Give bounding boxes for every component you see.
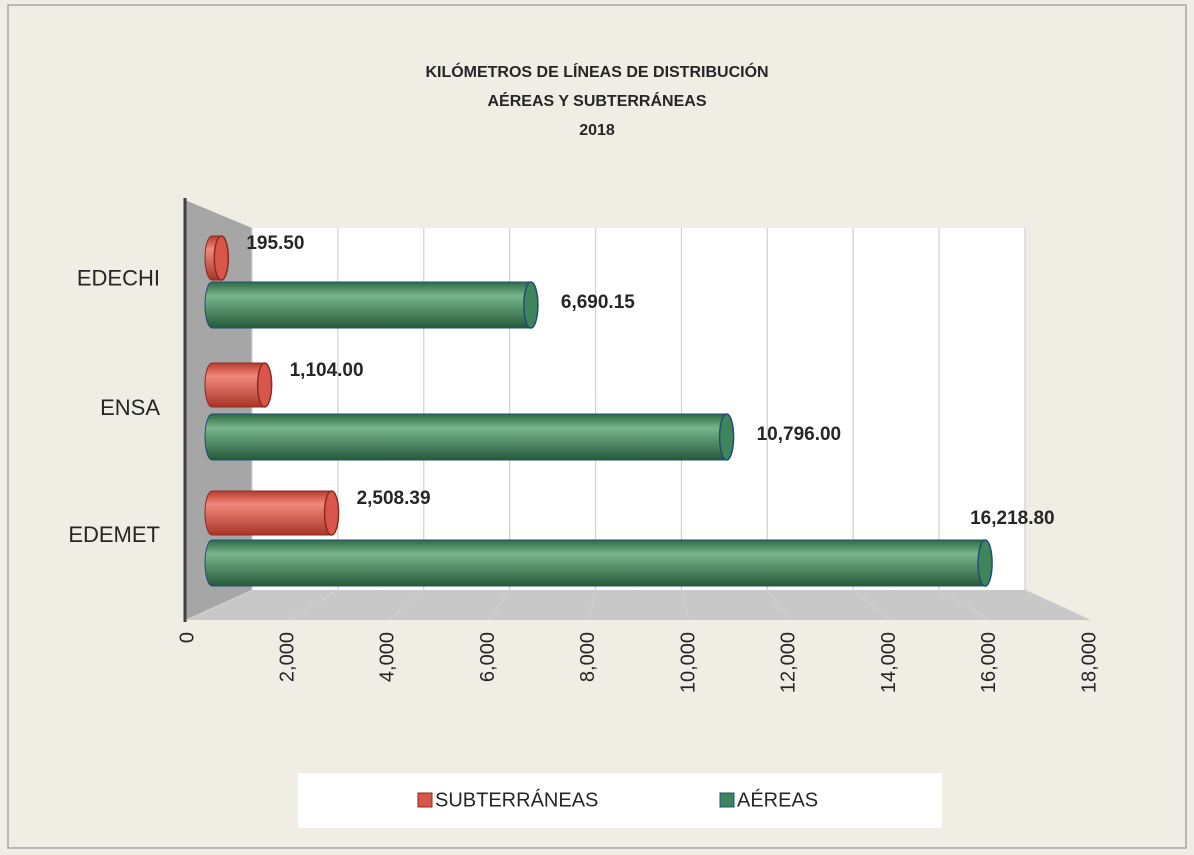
legend-label: SUBTERRÁNEAS: [435, 788, 598, 811]
bar-body: [204, 490, 333, 536]
floor: [185, 590, 1090, 620]
x-tick-label: 2,000: [277, 632, 299, 682]
chart-title: AÉREAS Y SUBTERRÁNEAS: [487, 91, 706, 110]
bar: [204, 362, 273, 408]
category-label: EDECHI: [77, 265, 160, 290]
bar: [204, 490, 340, 536]
value-label: 1,104.00: [290, 360, 364, 381]
grid-line: [766, 589, 790, 621]
legend-label: AÉREAS: [737, 788, 818, 811]
bar-cap: [977, 539, 993, 587]
bar-body: [204, 281, 532, 329]
value-label: 10,796.00: [757, 424, 842, 445]
legend-swatch: [417, 792, 433, 808]
grid-line: [287, 589, 339, 621]
grid-line: [388, 589, 425, 621]
value-label: 6,690.15: [561, 292, 635, 313]
category-label: EDEMET: [68, 522, 160, 547]
legend-swatch: [719, 792, 735, 808]
bar: [204, 413, 735, 461]
x-tick-label: 10,000: [677, 632, 699, 693]
x-tick-label: 4,000: [377, 632, 399, 682]
bar-cap: [213, 235, 230, 281]
grid-line: [680, 589, 690, 621]
x-tick-label: 16,000: [978, 632, 1000, 693]
value-label: 195.50: [246, 233, 304, 254]
bar-body: [204, 362, 266, 408]
bar: [204, 539, 993, 587]
bar-body: [204, 413, 728, 461]
grid-line: [938, 589, 991, 621]
bar-cap: [718, 413, 735, 461]
legend-box: [298, 773, 942, 828]
chart-title: KILÓMETROS DE LÍNEAS DE DISTRIBUCIÓN: [425, 62, 768, 81]
chart-border: [7, 4, 1187, 849]
x-tick-label: 14,000: [878, 632, 900, 693]
chart-title: 2018: [579, 122, 615, 139]
bar-cap: [523, 281, 539, 329]
bar: [204, 235, 230, 281]
x-tick-label: 6,000: [477, 632, 499, 682]
grid-line: [488, 589, 511, 621]
grid-line: [588, 589, 597, 621]
category-label: ENSA: [100, 395, 160, 420]
x-tick-label: 12,000: [778, 632, 800, 693]
bar-cap: [323, 490, 340, 536]
bar: [204, 281, 539, 329]
x-tick-label: 18,000: [1078, 632, 1100, 693]
bar-body: [204, 539, 986, 587]
value-label: 2,508.39: [357, 488, 431, 509]
value-label: 16,218.80: [970, 508, 1055, 529]
x-tick-label: 8,000: [577, 632, 599, 682]
grid-line: [1024, 589, 1091, 621]
grid-line: [852, 589, 890, 621]
bar-cap: [256, 362, 273, 408]
x-tick-label: 0: [176, 632, 198, 643]
grid-line: [187, 589, 253, 621]
